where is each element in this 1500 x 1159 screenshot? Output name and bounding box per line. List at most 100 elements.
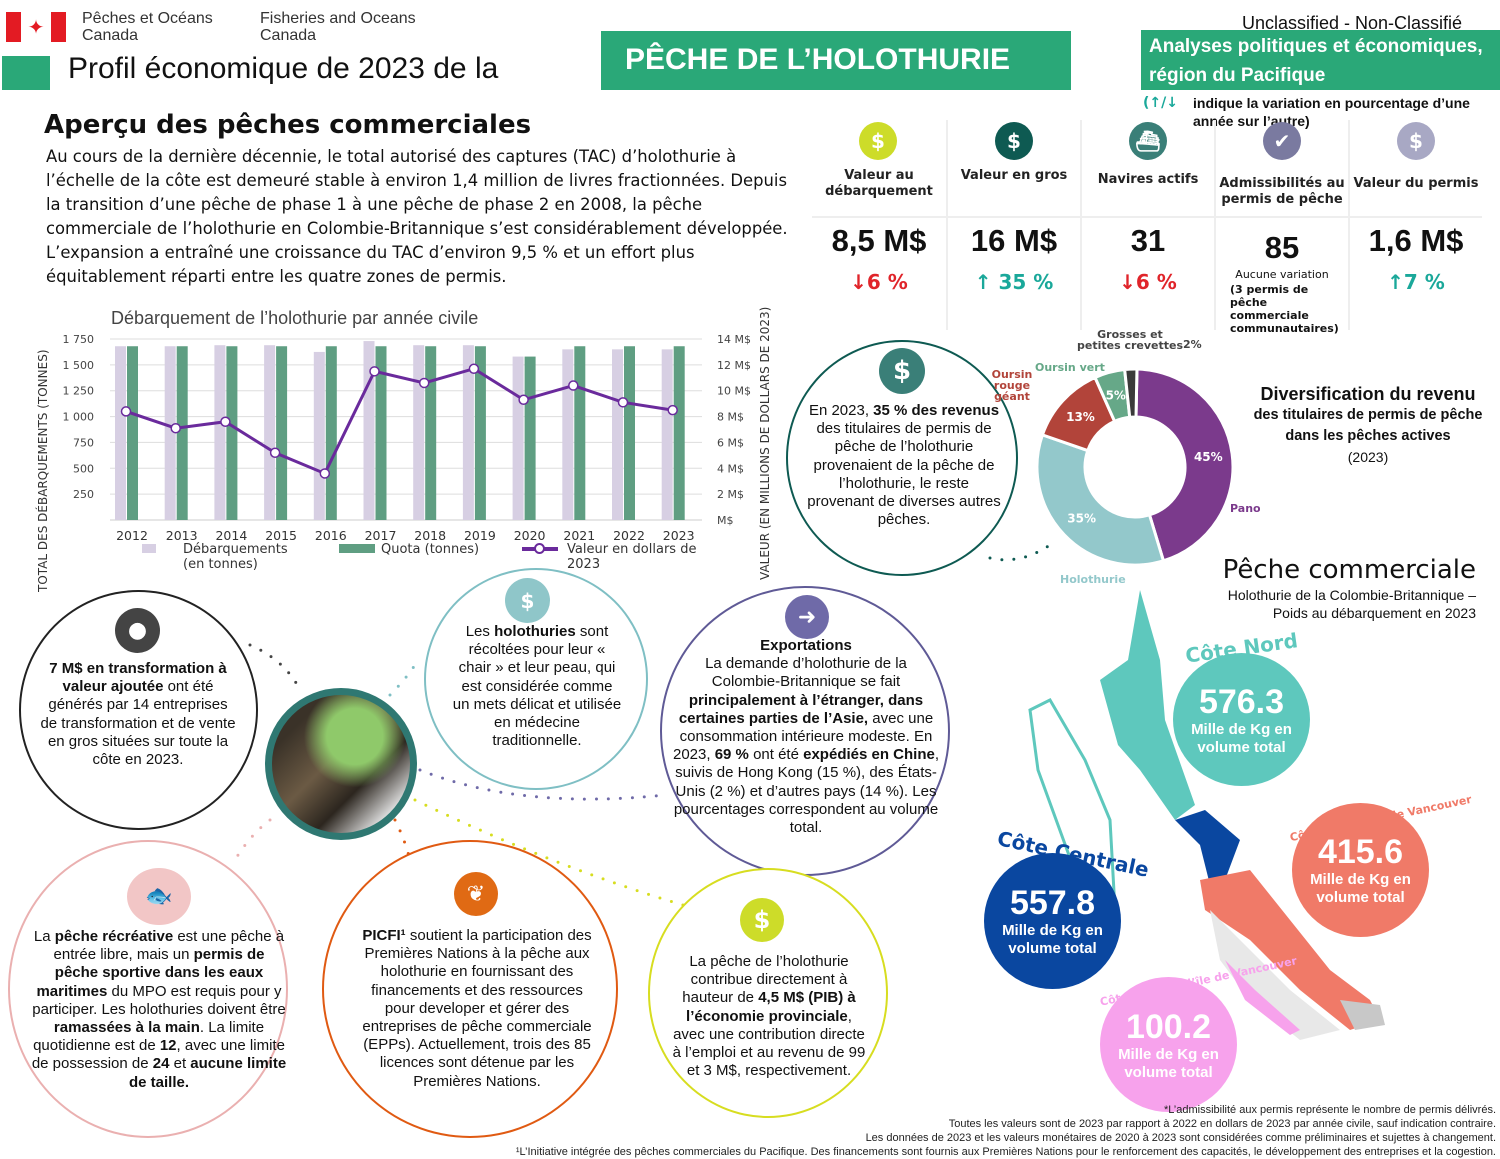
- bold-text: pêche récréative: [54, 928, 174, 945]
- bar-landings: [562, 349, 574, 520]
- bar-landings: [313, 351, 325, 520]
- region-unit: Mille de Kg en volume total: [1191, 720, 1292, 756]
- bold-text: 7 M$ en transformation à valeur ajoutée: [49, 660, 227, 696]
- x-tick-label: 2013: [166, 528, 198, 543]
- slice-name: rouge: [994, 379, 1030, 392]
- text: des titulaires de permis de pêche de l’h…: [807, 420, 1001, 529]
- value-point: [170, 422, 181, 434]
- bold-text: principalement à l’étranger, dans certai…: [678, 691, 924, 727]
- bar-quota: [375, 346, 387, 520]
- x-tick-label: 2015: [265, 528, 297, 543]
- picfi-circle: [322, 840, 618, 1138]
- map-region-north-coast: [1100, 590, 1195, 820]
- canada-flag-logo: ✦: [6, 12, 66, 42]
- text: La: [33, 928, 55, 945]
- region-bubble-east-vi: 415.6 Mille de Kg en volume total: [1292, 803, 1429, 937]
- value-point: [120, 406, 132, 417]
- classification-label: Unclassified - Non-Classifié: [1242, 13, 1463, 33]
- slice-percent: 13%: [1066, 410, 1095, 424]
- dollar-icon: $: [1397, 122, 1435, 160]
- dept-name-fr: Pêches et Océans Canada: [82, 10, 213, 44]
- bar-quota: [524, 356, 536, 520]
- bar-quota: [425, 346, 437, 520]
- stat-checkmark-3: ✔ Admissibilités au permis de pêche 85 A…: [1214, 120, 1348, 335]
- recreational-text: La pêche récréative est une pêche à entr…: [30, 928, 288, 1092]
- stat-dollar-4: $ Valeur du permis 1,6 M$ ↑7 %: [1348, 120, 1482, 330]
- x-tick-label: 2012: [116, 528, 148, 543]
- bold-text: 24: [152, 1055, 170, 1073]
- value-point: [468, 363, 480, 374]
- text: du MPO est requis pour y participer. Les…: [32, 982, 286, 1018]
- stats-divider: [812, 216, 1482, 218]
- revenue-circle-text: En 2023, 35 % des revenus des titulaires…: [806, 402, 1002, 529]
- y2-tick-label: 8 M$: [717, 411, 744, 424]
- legend-swatch-landings: [142, 544, 156, 553]
- map-region-central-coast: [1175, 810, 1240, 885]
- gdp-text: La pêche de l’holothurie contribue direc…: [672, 953, 866, 1080]
- stat-value: 8,5 M$: [831, 223, 927, 258]
- dollar-icon: $: [859, 122, 897, 160]
- x-tick-label: 2018: [414, 528, 446, 543]
- bold-text: 35 % des revenus: [873, 402, 1000, 419]
- y-tick-label: 1 750: [63, 333, 95, 346]
- y-tick-label: 250: [73, 488, 94, 501]
- text: ont été générés par 14 entreprises de tr…: [40, 678, 236, 769]
- bar-quota: [276, 346, 288, 520]
- value-point: [418, 377, 430, 389]
- bold-text: expédiés en Chine: [803, 746, 935, 764]
- page-title-prefix: Profil économique de 2023 de la: [68, 52, 499, 85]
- slice-name: petites crevettes: [1077, 339, 1183, 352]
- map-subtitle: Holothurie de la Colombie-Britannique – …: [1227, 587, 1476, 621]
- dollar-icon: $: [995, 122, 1033, 160]
- bar-landings: [462, 345, 474, 520]
- stat-change: Aucune variation: [1235, 268, 1329, 281]
- text: ont été: [748, 746, 804, 764]
- y-tick-label: 750: [73, 436, 94, 449]
- region-unit: Mille de Kg en volume total: [1310, 871, 1411, 906]
- bar-landings: [264, 345, 276, 520]
- bold-text: holothuries: [494, 623, 576, 640]
- y-tick-label: 500: [73, 462, 94, 475]
- legend-label-value: Valeur en dollars de 2023: [567, 542, 697, 572]
- legend-label-landings: Débarquements (en tonnes): [183, 542, 288, 572]
- bar-landings: [413, 345, 425, 520]
- value-point: [269, 447, 281, 459]
- slice-name: géant: [994, 390, 1030, 403]
- y2-tick-label: 6 M$: [717, 436, 744, 449]
- slice-percent: 5%: [1106, 389, 1126, 403]
- x-tick-label: 2022: [613, 528, 645, 543]
- page-title: PÊCHE DE L’HOLOTHURIE: [601, 31, 1071, 90]
- text: , suivis de Hong Kong (15 %), des États-…: [673, 746, 940, 837]
- slice-percent: 35%: [1067, 511, 1096, 525]
- bar-quota: [624, 346, 635, 520]
- text: est une pêche à entrée libre, mais un: [53, 928, 285, 964]
- harvest-circle: [424, 568, 648, 790]
- bar-landings: [214, 345, 226, 520]
- bar-landings: [512, 356, 524, 520]
- stats-panel: $ Valeur au débarquement 8,5 M$ ↓6 % $ V…: [812, 120, 1482, 335]
- donut-slice: [1035, 432, 1166, 567]
- text: . La limite quotidienne est de: [33, 1019, 265, 1055]
- x-tick-label: 2014: [215, 528, 247, 543]
- bar-landings: [164, 346, 176, 520]
- stat-change: ↓6 %: [1119, 270, 1177, 294]
- value-point: [319, 468, 331, 479]
- y2-tick-label: 4 M$: [717, 462, 744, 475]
- text: La pêche de l’holothurie contribue direc…: [682, 953, 849, 1007]
- stat-dollar-1: $ Valeur en gros 16 M$ ↑ 35 %: [946, 120, 1080, 330]
- sea-cucumber-photo: [265, 688, 417, 840]
- donut-title: Diversification du revenu: [1260, 384, 1476, 404]
- text: et: [169, 1055, 191, 1073]
- checkmark-icon: ✔: [1263, 122, 1301, 160]
- chart-title: Débarquement de l’holothurie par année c…: [111, 308, 479, 328]
- stat-label: Valeur du permis: [1353, 176, 1479, 191]
- bold-text: 12: [159, 1037, 177, 1055]
- value-point: [568, 380, 579, 391]
- bar-quota: [325, 346, 337, 520]
- legend-label-quota: Quota (tonnes): [381, 542, 480, 557]
- hands-dollar-icon: $: [505, 578, 550, 623]
- donut-subtitle: des titulaires de permis de pêche dans l…: [1253, 407, 1483, 444]
- dept-name-en: Fisheries and Oceans Canada: [260, 10, 416, 44]
- stat-label: Valeur en gros: [960, 168, 1068, 183]
